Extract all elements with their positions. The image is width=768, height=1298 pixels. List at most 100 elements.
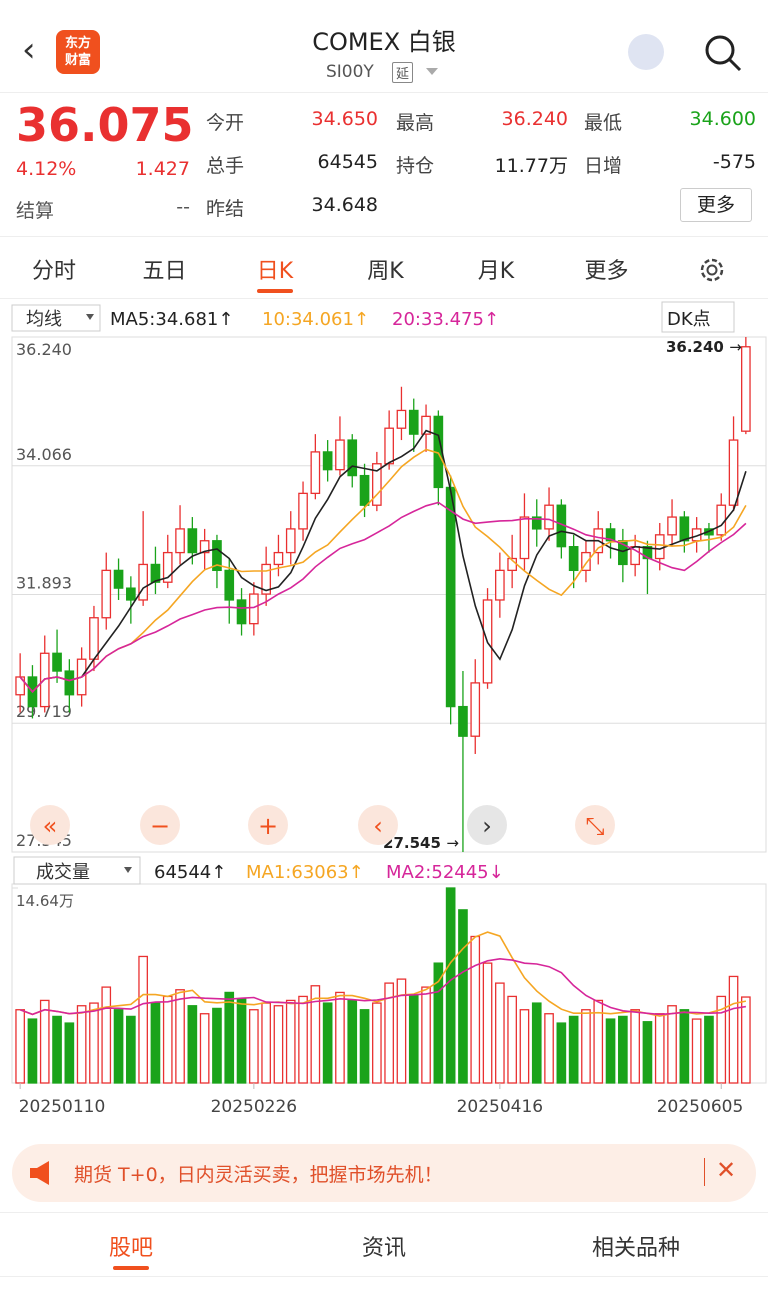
volume-bar: [654, 1013, 665, 1084]
field-value: 11.77万: [494, 155, 568, 177]
low-arrow: →: [446, 834, 459, 852]
candle-body: [126, 587, 136, 601]
ma-line: [19, 448, 747, 693]
ma-label: 20:33.475↑: [392, 309, 499, 330]
volume-bar: [162, 995, 173, 1084]
volume-bar: [138, 955, 148, 1084]
candle-body: [359, 474, 370, 506]
candle-body: [187, 528, 198, 554]
price: 36.075: [16, 98, 194, 152]
avatar[interactable]: [628, 34, 664, 70]
volume-label: 64544↑: [154, 862, 226, 883]
candle-body: [445, 486, 456, 708]
field-label: 最低: [584, 112, 623, 134]
field-label: 持仓: [396, 155, 435, 177]
low-label: 27.545: [383, 834, 441, 852]
dropdown[interactable]: [426, 68, 438, 75]
x-tick-label: 20250226: [211, 1097, 298, 1117]
y-tick-label: 34.066: [16, 445, 72, 464]
candle-body: [679, 516, 690, 542]
ma-line: [19, 501, 747, 693]
candle-body: [519, 516, 530, 560]
chart-control-icon: «: [43, 812, 58, 840]
chart-control[interactable]: [358, 805, 398, 845]
volume-bar: [421, 986, 431, 1084]
volume-bar: [544, 1013, 554, 1084]
candle-body: [347, 439, 358, 477]
banner-close[interactable]: ✕: [716, 1156, 737, 1184]
divider: [0, 1212, 768, 1213]
title: COMEX 白银: [312, 28, 456, 56]
chart-control-icon: ›: [482, 812, 492, 840]
settings[interactable]: [696, 254, 728, 286]
tab[interactable]: 五日: [142, 259, 187, 284]
banner[interactable]: [12, 1144, 756, 1202]
chart-control[interactable]: [30, 805, 70, 845]
volume-bar: [335, 991, 345, 1084]
candle-body: [101, 569, 112, 619]
volume-ma-line: [19, 957, 747, 1016]
bottom-tab[interactable]: 相关品种: [591, 1236, 680, 1261]
volume-bar: [630, 1009, 640, 1084]
volume-bar: [728, 975, 739, 1084]
candle-body: [199, 540, 210, 554]
chart-control[interactable]: [575, 805, 615, 845]
tab-indicator: [113, 1266, 149, 1270]
volume-bar: [679, 1009, 690, 1084]
logo-line: 财富: [64, 53, 91, 68]
back[interactable]: ‹: [22, 30, 36, 70]
volume-bar: [261, 1002, 271, 1084]
volume-bar: [667, 1005, 677, 1084]
volume-bar: [433, 962, 444, 1084]
tab-indicator: [257, 289, 293, 293]
banner-text: 期货 T+0，日内灵活买卖，把握市场先机！: [74, 1164, 443, 1186]
divider: [0, 1276, 768, 1277]
candle-body: [273, 551, 284, 566]
search[interactable]: [702, 32, 742, 72]
volume-bar: [704, 1015, 714, 1084]
ma-button[interactable]: [11, 304, 101, 332]
volume-bar: [470, 935, 481, 1084]
candle-body: [495, 569, 505, 601]
logo[interactable]: 东方 财富: [56, 30, 100, 74]
tab[interactable]: 周K: [367, 259, 404, 284]
volume-bar: [199, 1013, 210, 1084]
bottom-tab[interactable]: 股吧: [108, 1236, 153, 1261]
chart-control[interactable]: [140, 805, 180, 845]
volume-bar: [150, 1002, 161, 1084]
bottom-tab[interactable]: 资讯: [361, 1236, 406, 1261]
volume-bar: [187, 1005, 198, 1084]
volume-bar: [64, 1022, 75, 1084]
chart-control[interactable]: [467, 805, 507, 845]
tab[interactable]: 更多: [584, 259, 629, 284]
ma-line: [19, 429, 747, 693]
more-button[interactable]: 更多: [680, 188, 752, 222]
dk-button[interactable]: [661, 301, 735, 333]
volume-bar: [593, 999, 604, 1084]
candle-body: [605, 528, 616, 542]
volume-bar: [27, 1018, 38, 1084]
volume-bar: [642, 1021, 653, 1084]
tab[interactable]: 分时: [31, 259, 76, 284]
y-tick-label: 36.240: [16, 340, 72, 359]
volume-bar: [408, 994, 419, 1084]
tab[interactable]: 日K: [256, 259, 294, 284]
tab[interactable]: 月K: [477, 259, 515, 284]
volume-bar: [741, 996, 751, 1084]
volume-bar: [581, 1009, 591, 1084]
chart-control-icon: ‹: [373, 812, 383, 840]
candle-body: [470, 682, 481, 737]
volume-bar: [175, 989, 185, 1084]
field-value: 64545: [317, 151, 378, 173]
candle-body: [408, 409, 419, 435]
volume-bar: [445, 887, 456, 1084]
candle-body: [52, 652, 62, 672]
volume-bar: [556, 1022, 567, 1084]
volume-bar: [273, 1005, 284, 1084]
volume-bar: [605, 1018, 616, 1084]
chart-control[interactable]: [248, 805, 288, 845]
volume-bar: [212, 1007, 222, 1084]
volume-button[interactable]: [13, 856, 141, 885]
candle-body: [544, 504, 554, 530]
